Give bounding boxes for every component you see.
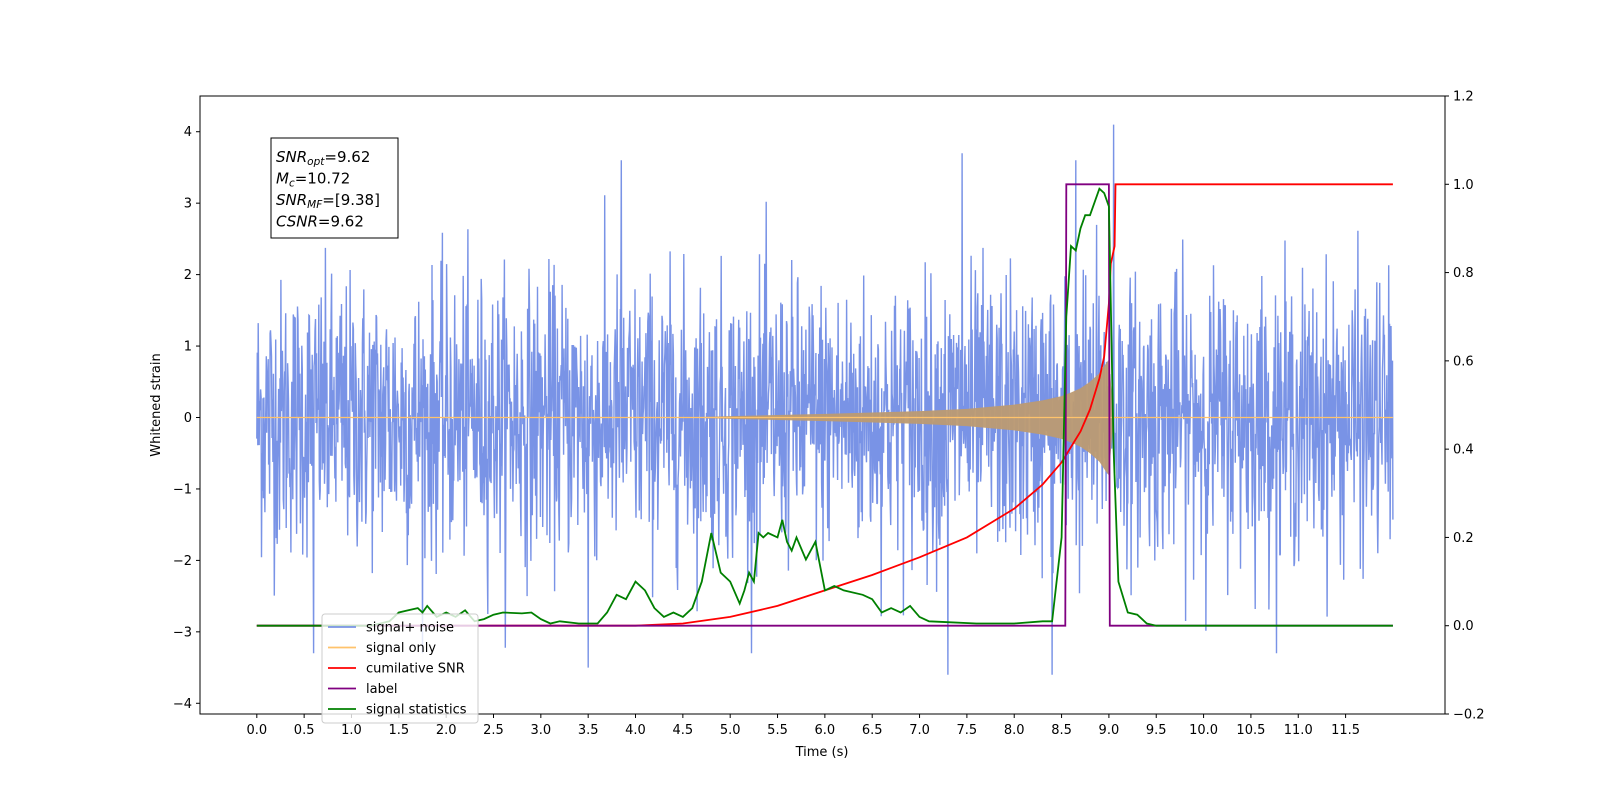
legend-frame [321, 613, 479, 724]
series-layer [256, 124, 1394, 675]
legend-entries: signal+ noise signal only cumilative SNR la… [328, 621, 467, 718]
y-axis-label: Whitened strain [149, 353, 164, 456]
annotation-line: Mc=10.72 [276, 170, 350, 190]
y2-tick-label: 0.0 [1453, 619, 1474, 634]
x-tick-label: 4.0 [625, 723, 646, 738]
annotation-line: SNRopt=9.62 [276, 148, 370, 168]
y2-tick-label: 0.8 [1453, 266, 1474, 281]
x-tick-label: 11.5 [1331, 723, 1360, 738]
y-tick-label: −4 [173, 697, 192, 712]
x-tick-label: 8.0 [1004, 723, 1025, 738]
x-tick-label: 7.5 [957, 723, 978, 738]
x-axis-label: Time (s) [795, 745, 849, 760]
x-tick-label: 5.0 [720, 723, 741, 738]
legend-label: signal statistics [366, 703, 467, 718]
annotation-line: SNRMF=[9.38] [276, 191, 380, 211]
plot-frame [199, 95, 1446, 715]
x-tick-label: 9.5 [1146, 723, 1167, 738]
ticks-layer: 0.0 0.5 1.0 1.5 2.0 2.5 3.0 3.5 4.0 4.5 5.0 5.5 6.0 6… [173, 90, 1485, 739]
chart-legend: signal+ noise signal only cumilative SNR la… [321, 613, 479, 724]
y-tick-label: 0 [184, 411, 192, 426]
y2-tick-label: 1.2 [1453, 90, 1474, 105]
y-tick-label: −2 [173, 554, 192, 569]
x-tick-label: 7.0 [909, 723, 930, 738]
y2-tick-label: −0.2 [1453, 708, 1485, 723]
y2-tick-label: 0.4 [1453, 443, 1474, 458]
legend-label: signal+ noise [366, 621, 454, 636]
x-tick-label: 5.5 [767, 723, 788, 738]
legend-label: signal only [366, 641, 436, 656]
y2-tick-label: 0.6 [1453, 354, 1474, 369]
x-tick-label: 3.0 [530, 723, 551, 738]
x-tick-label: 4.5 [673, 723, 694, 738]
x-tick-label: 9.0 [1099, 723, 1120, 738]
x-tick-label: 1.0 [341, 723, 362, 738]
annotation-frame [270, 137, 399, 239]
x-tick-label: 0.5 [294, 723, 315, 738]
y2-tick-label: 0.2 [1453, 531, 1474, 546]
y2-tick-label: 1.0 [1453, 178, 1474, 193]
x-tick-label: 0.0 [246, 723, 267, 738]
legend-label: label [366, 682, 397, 697]
y-tick-label: 1 [184, 340, 192, 355]
legend-label: cumilative SNR [366, 662, 465, 677]
x-tick-label: 11.0 [1284, 723, 1313, 738]
y-tick-label: 2 [184, 268, 192, 283]
y-tick-label: 3 [184, 197, 192, 212]
x-tick-label: 6.0 [815, 723, 836, 738]
series-signal-statistics-line [256, 187, 1393, 627]
x-tick-label: 2.5 [483, 723, 504, 738]
y-tick-label: 4 [184, 125, 192, 140]
y-tick-label: −3 [173, 625, 192, 640]
annotation-line: CSNR=9.62 [276, 213, 364, 231]
series-signal-noise-line [256, 124, 1394, 675]
x-tick-label: 8.5 [1051, 723, 1072, 738]
x-tick-label: 10.0 [1189, 723, 1218, 738]
x-tick-label: 10.5 [1236, 723, 1265, 738]
x-tick-label: 3.5 [578, 723, 599, 738]
x-tick-label: 2.0 [436, 723, 457, 738]
x-tick-label: 6.5 [862, 723, 883, 738]
x-tick-label: 1.5 [388, 723, 409, 738]
y-tick-label: −1 [173, 482, 192, 497]
